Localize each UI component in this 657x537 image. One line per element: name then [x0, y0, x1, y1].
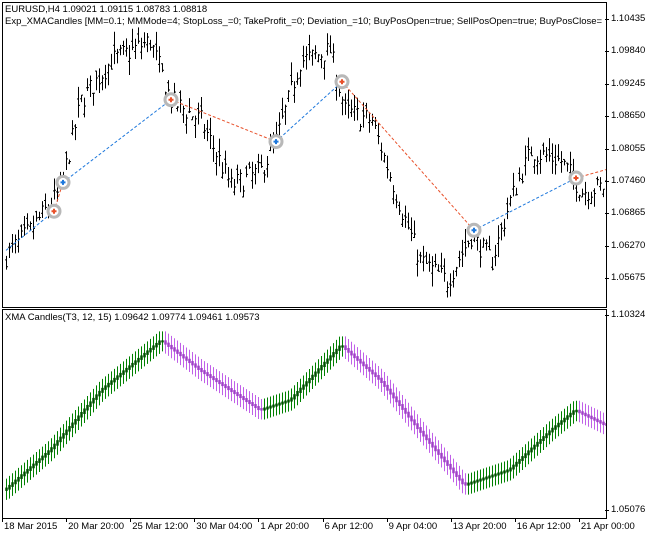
buy-arrow-icon — [471, 227, 477, 233]
time-label: 30 Mar 04:00 — [196, 521, 253, 532]
trade-connector-line — [473, 177, 577, 231]
time-axis-tick — [578, 518, 580, 522]
price-axis-tick — [605, 19, 609, 20]
time-label: 6 Apr 12:00 — [324, 521, 374, 532]
price-axis-tick — [605, 315, 609, 316]
expert-advisor-label: Exp_XMACandles [MM=0.1; MMMode=4; StopLo… — [5, 16, 603, 27]
time-label: 21 Apr 00:00 — [580, 521, 635, 532]
xma-candles-plot — [5, 331, 606, 500]
price-axis-tick — [605, 213, 609, 215]
time-label: 20 Mar 20:00 — [68, 521, 125, 532]
sell-arrow-icon — [339, 79, 345, 85]
trade-connector-line — [341, 81, 475, 231]
time-axis-tick — [514, 518, 516, 522]
time-axis-tick — [2, 518, 3, 522]
price-axis-tick — [605, 278, 609, 280]
price-axis-tick — [605, 83, 609, 85]
price-axis-tick — [605, 148, 609, 150]
main-price-label: 1.10435 — [611, 13, 646, 24]
price-axis-tick — [605, 510, 609, 511]
price-axis-tick — [605, 116, 609, 118]
time-axis-tick — [66, 518, 68, 522]
main-price-label: 1.09840 — [611, 45, 646, 57]
trade-connector-line — [62, 99, 172, 183]
indicator-price-label: 1.10324 — [611, 309, 646, 320]
main-price-pane[interactable]: EURUSD,H4 1.09021 1.09115 1.08783 1.0881… — [2, 2, 607, 308]
time-axis-tick — [322, 518, 324, 522]
trade-connector-line — [5, 210, 55, 251]
time-axis-tick — [386, 518, 388, 522]
time-label: 16 Apr 12:00 — [516, 521, 571, 532]
main-price-label: 1.08055 — [611, 142, 646, 154]
indicator-price-label: 1.05076 — [611, 504, 646, 515]
main-price-label: 1.05675 — [611, 272, 646, 284]
symbol-ohlc-label: EURUSD,H4 1.09021 1.09115 1.08783 1.0881… — [5, 4, 208, 15]
time-label: 18 Mar 2015 — [4, 521, 58, 532]
price-bars-plot — [5, 27, 606, 298]
time-label: 25 Mar 12:00 — [132, 521, 189, 532]
trade-connector-line — [170, 99, 277, 143]
buy-arrow-icon — [273, 139, 279, 145]
time-label: 13 Apr 20:00 — [452, 521, 507, 532]
time-axis-tick — [258, 518, 260, 522]
price-axis-tick — [605, 51, 609, 53]
main-price-label: 1.09245 — [611, 77, 646, 89]
sell-arrow-icon — [51, 208, 57, 214]
xma-candles-indicator-pane[interactable]: XMA Candles(T3, 12, 15) 1.09642 1.09774 … — [2, 309, 607, 519]
sell-arrow-icon — [168, 97, 174, 103]
main-price-label: 1.06270 — [611, 239, 646, 251]
time-axis-tick — [130, 518, 132, 522]
main-price-label: 1.07460 — [611, 175, 646, 186]
indicator-title: XMA Candles(T3, 12, 15) 1.09642 1.09774 … — [5, 312, 260, 323]
time-label: 9 Apr 04:00 — [388, 521, 438, 532]
main-price-label: 1.06865 — [611, 207, 646, 219]
time-label: 1 Apr 20:00 — [260, 521, 309, 532]
time-axis-tick — [450, 518, 452, 522]
buy-arrow-icon — [60, 179, 66, 185]
sell-arrow-icon — [573, 175, 579, 181]
time-axis-tick — [194, 518, 196, 522]
main-price-label: 1.08650 — [611, 110, 646, 122]
price-axis-tick — [605, 181, 609, 182]
price-axis-tick — [605, 245, 609, 247]
